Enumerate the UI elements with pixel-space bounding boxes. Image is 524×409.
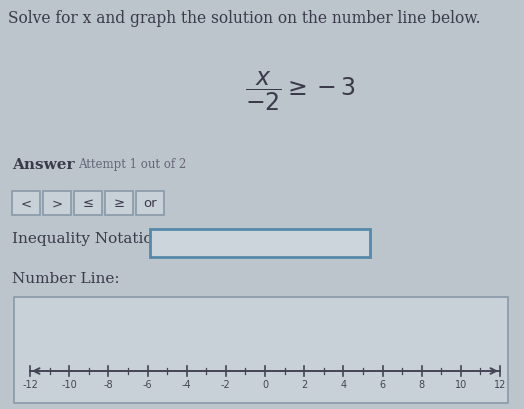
Text: 8: 8: [419, 379, 425, 389]
Text: <: <: [20, 197, 31, 210]
Bar: [136, 191, 164, 216]
Text: 6: 6: [379, 379, 386, 389]
Text: 2: 2: [301, 379, 307, 389]
Text: Inequality Notation:: Inequality Notation:: [12, 231, 168, 245]
Text: -8: -8: [104, 379, 113, 389]
Bar: [14, 297, 508, 403]
Text: Number Line:: Number Line:: [12, 271, 119, 285]
Text: >: >: [51, 197, 62, 210]
Text: 4: 4: [340, 379, 346, 389]
Text: -2: -2: [221, 379, 231, 389]
Text: $\dfrac{x}{-2} \geq -3$: $\dfrac{x}{-2} \geq -3$: [245, 70, 355, 113]
Text: -4: -4: [182, 379, 191, 389]
Text: -10: -10: [61, 379, 77, 389]
Text: ≤: ≤: [82, 197, 94, 210]
Text: ≥: ≥: [113, 197, 125, 210]
Text: Attempt 1 out of 2: Attempt 1 out of 2: [78, 157, 186, 171]
Text: Answer: Answer: [12, 157, 74, 172]
Bar: [74, 191, 102, 216]
Text: -12: -12: [22, 379, 38, 389]
Text: Solve for x and graph the solution on the number line below.: Solve for x and graph the solution on th…: [8, 10, 481, 27]
Bar: [150, 229, 370, 257]
Text: -6: -6: [143, 379, 152, 389]
Text: 10: 10: [455, 379, 467, 389]
Text: 0: 0: [262, 379, 268, 389]
Text: 12: 12: [494, 379, 506, 389]
Bar: [43, 191, 71, 216]
Bar: [12, 191, 40, 216]
Text: or: or: [143, 197, 157, 210]
Bar: [105, 191, 133, 216]
